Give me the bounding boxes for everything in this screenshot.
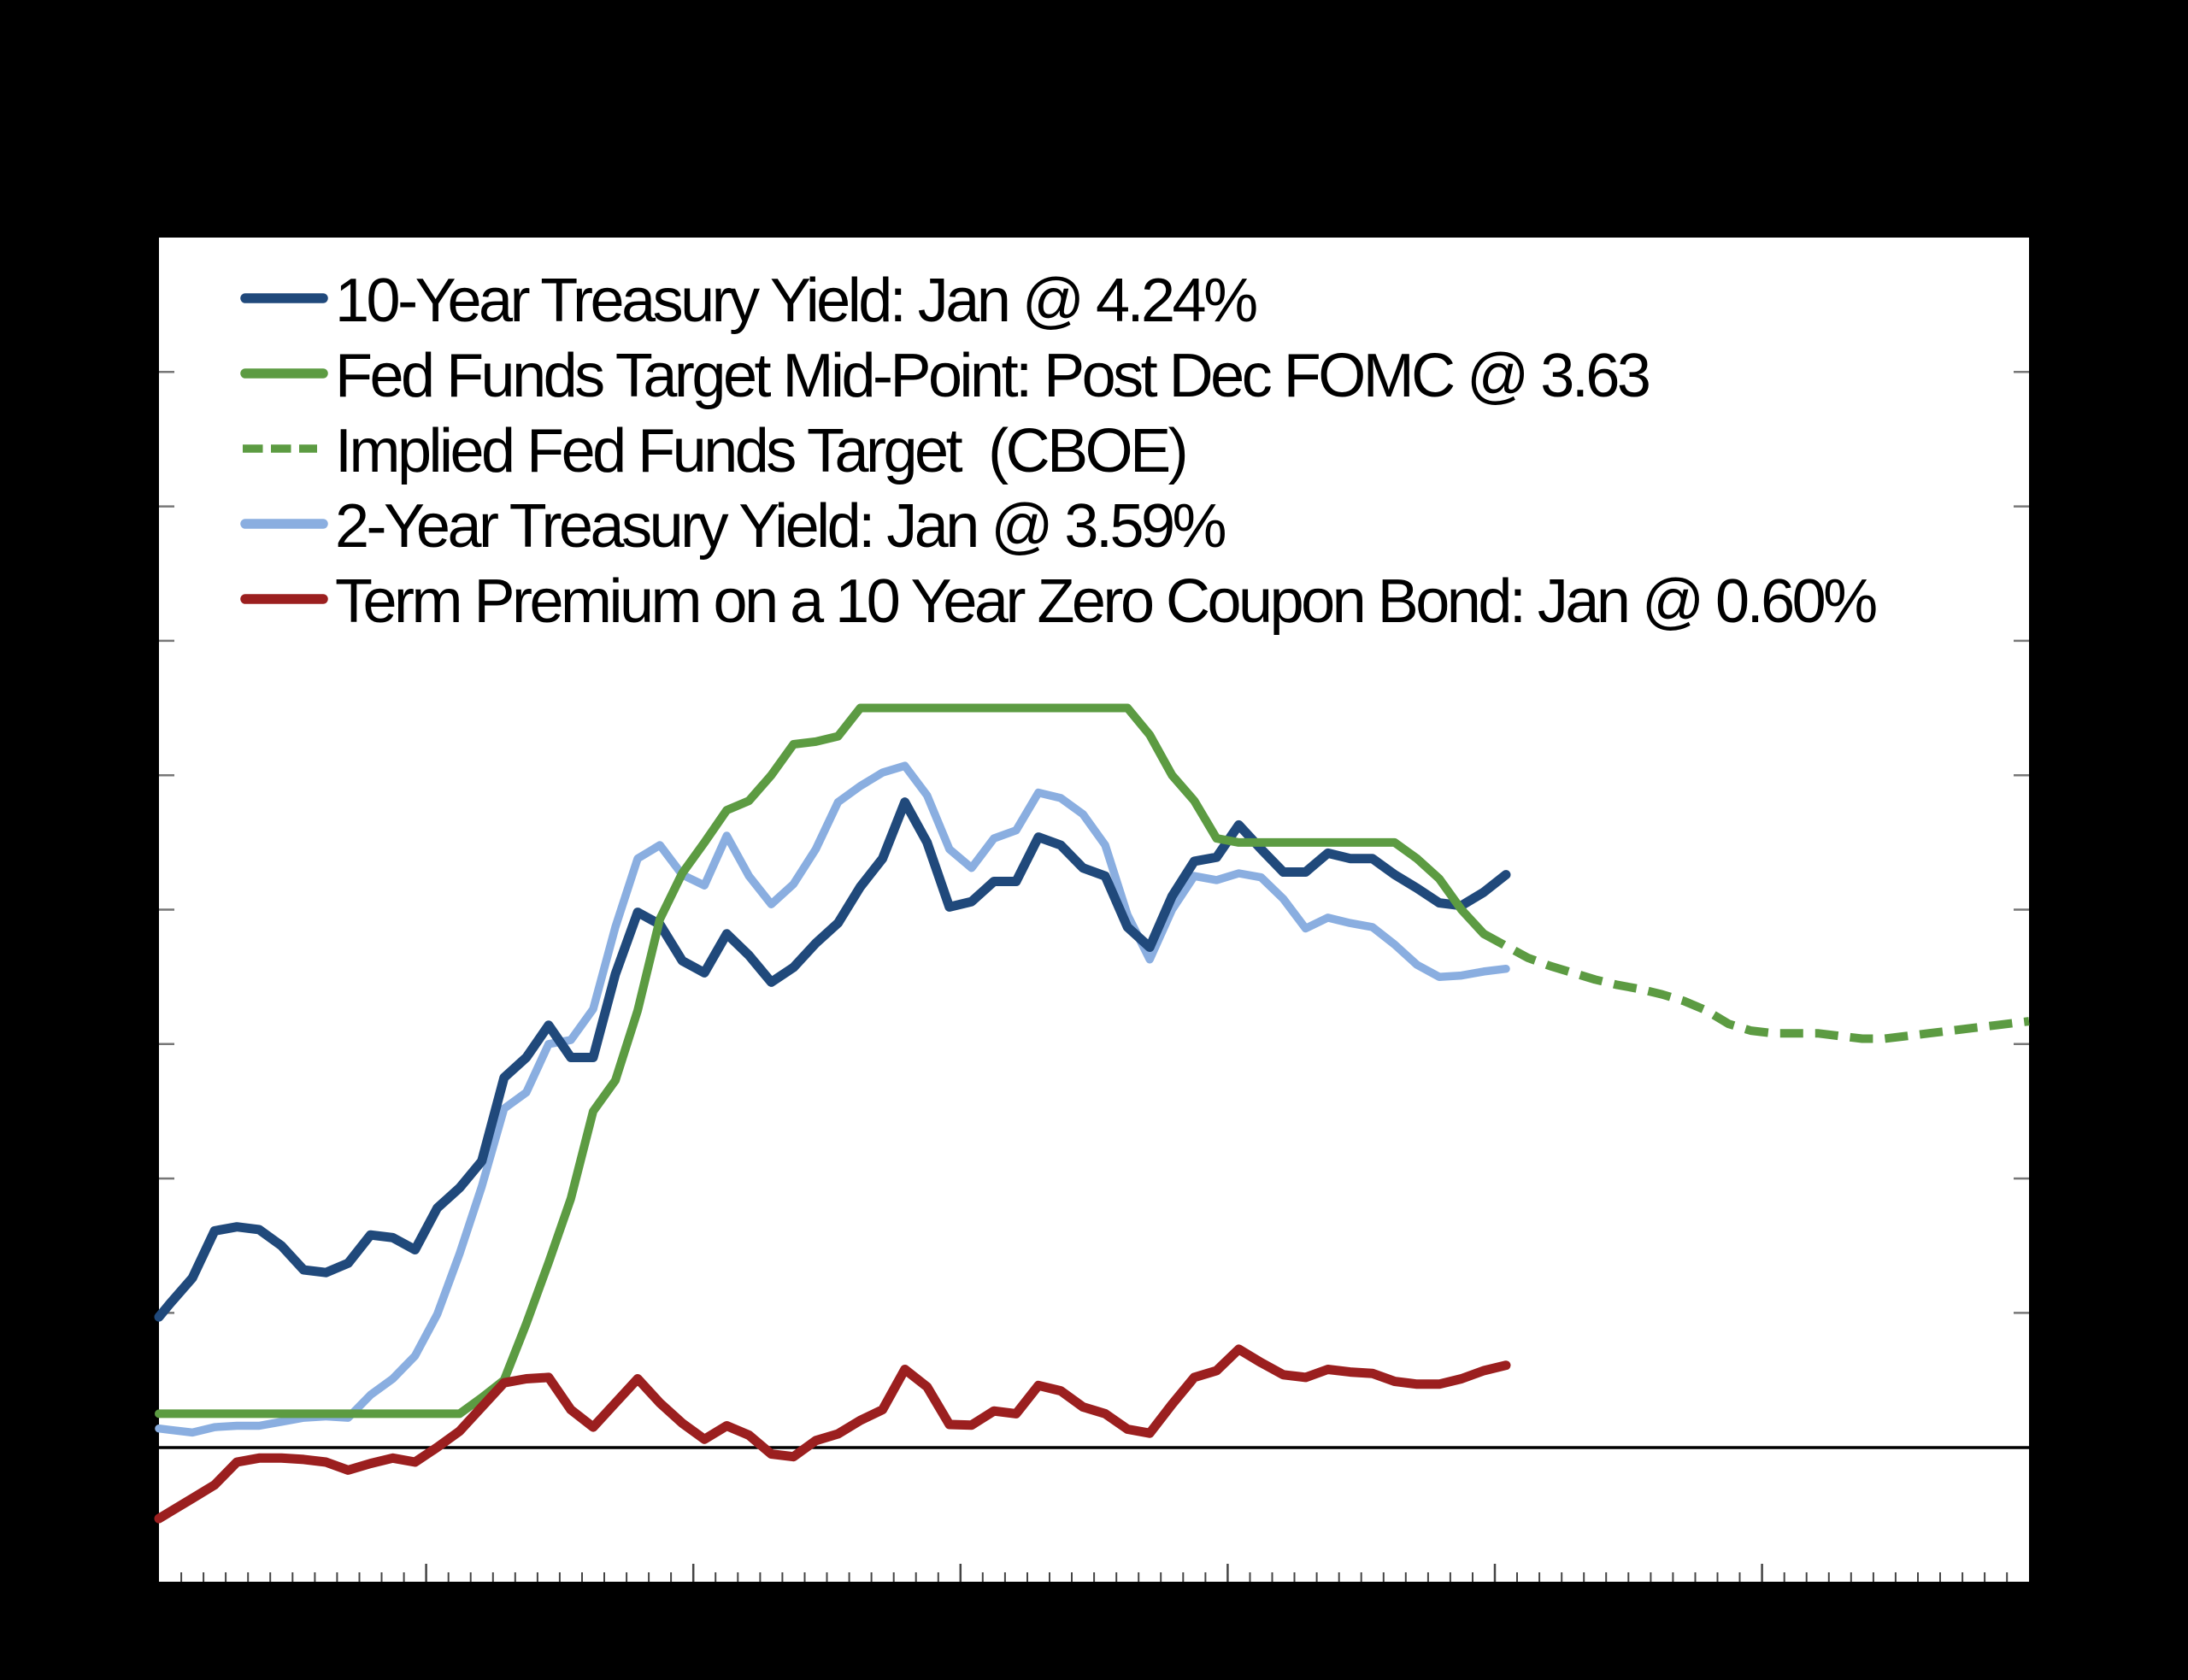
svg-text:10-Year Treasury Yield: Jan @: 10-Year Treasury Yield: Jan @ 4.24% [335,267,1256,335]
svg-text:Term Premium on a 10 Year Zero: Term Premium on a 10 Year Zero Coupon Bo… [335,567,1876,636]
svg-text:Fed Funds Target Mid-Point: Po: Fed Funds Target Mid-Point: Post Dec FOM… [335,342,1649,410]
svg-text:2-Year Treasury Yield: Jan @ 3: 2-Year Treasury Yield: Jan @ 3.59% [335,492,1226,561]
svg-text:Implied Fed Funds Target (CBO: Implied Fed Funds Target (CBOE) [335,417,1185,485]
